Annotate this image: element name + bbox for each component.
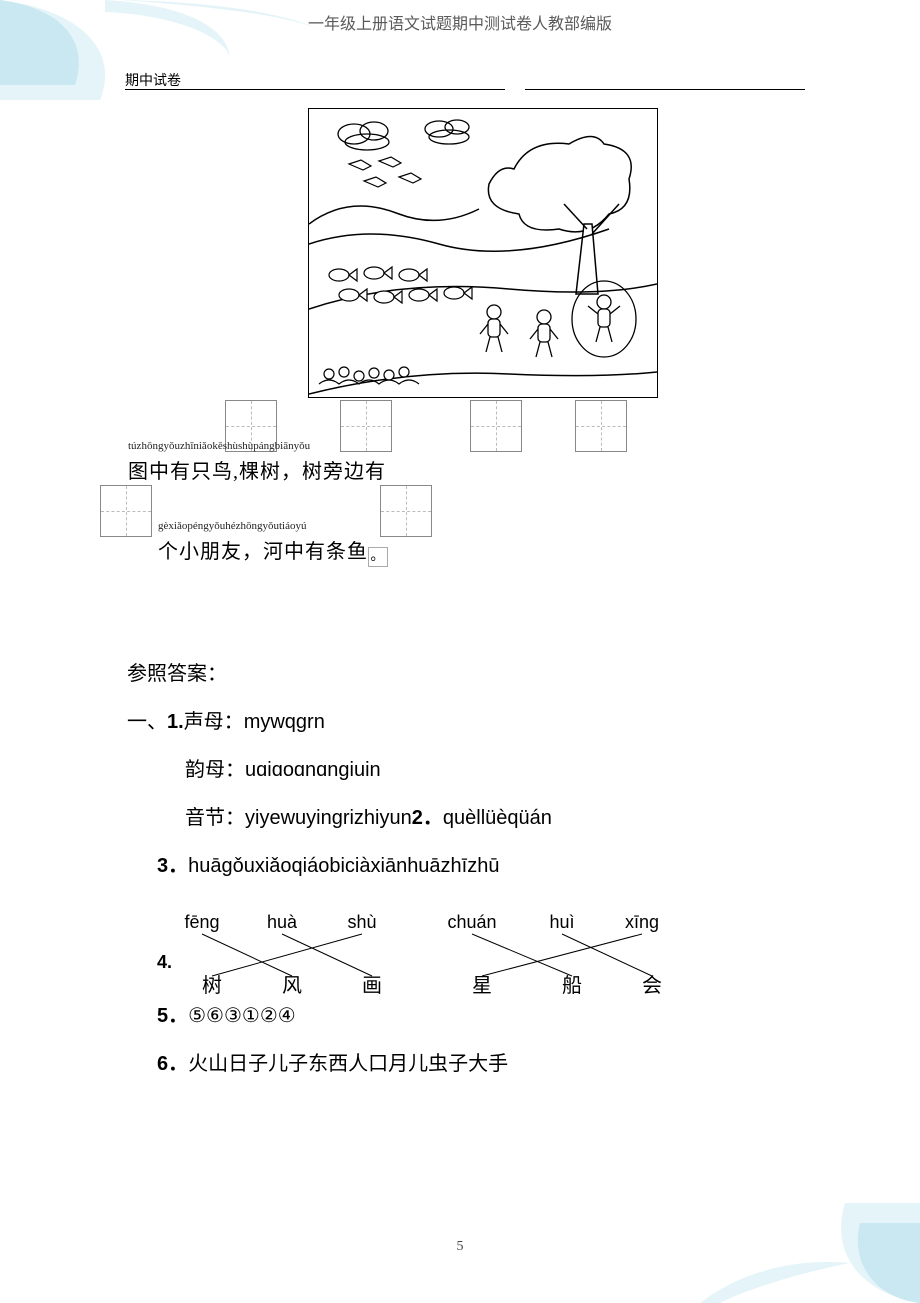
- q4-bottom-5: 会: [642, 974, 662, 997]
- header-underline: [125, 88, 805, 90]
- page-number: 5: [0, 1239, 920, 1255]
- q6-num: 6．: [157, 1053, 188, 1075]
- q5-val: ⑤⑥③①②④: [188, 1005, 296, 1027]
- q4-bottom-0: 树: [202, 974, 222, 997]
- answer-1-shengmu: 一、1.声母：mywqɡrn: [127, 712, 807, 732]
- tianzige-box: [100, 485, 152, 537]
- q1-1-label: 声母：: [184, 711, 244, 733]
- q1-1b-label: 韵母：: [185, 759, 245, 781]
- q4-top-2: shù: [347, 912, 376, 932]
- tianzige-box: [380, 485, 432, 537]
- answer-4-matching-diagram: fēng huà shù chuán huì xīng 树 风 画 星 船 会: [157, 910, 717, 1000]
- q6-val: 火山日子儿子东西人口月儿虫子大手: [188, 1053, 508, 1075]
- hanzi-line-1: 图中有只鸟,棵树，树旁边有: [128, 455, 386, 484]
- full-stop-box: 。: [368, 547, 388, 567]
- scene-illustration: [308, 108, 658, 398]
- q1-1c-label: 音节：: [185, 807, 245, 829]
- hanzi-line-2: 个小朋友，河中有条鱼。: [158, 535, 388, 567]
- q4-top-1: huà: [267, 912, 298, 932]
- q4-top-5: xīng: [625, 912, 659, 932]
- answer-6: 6．火山日子儿子东西人口月儿虫子大手: [157, 1054, 807, 1074]
- q4-top-0: fēng: [184, 912, 219, 932]
- document-title: 一年级上册语文试题期中测试卷人教部编版: [0, 10, 920, 34]
- q1-1-val: mywqɡrn: [244, 711, 325, 733]
- q2-val: quèllüèqüán: [443, 807, 552, 829]
- q4-bottom-2: 画: [362, 975, 382, 997]
- answer-3: 3．huāɡǒuxiǎoqiáobiciàxiānhuāzhīzhū: [157, 856, 807, 876]
- corner-decoration-bottom-right: [700, 1153, 920, 1303]
- pinyin-line-2: gèxiǎopéngyǒuhézhōngyǒutiáoyú: [158, 520, 306, 532]
- answer-1-yunmu: 韵母：uɑiɑoɑnɑnɡiuin: [185, 760, 807, 780]
- hanzi-text-2: 个小朋友，河中有条鱼: [158, 541, 368, 563]
- q1-label: 一、: [127, 711, 167, 733]
- tianzige-box: [575, 400, 627, 452]
- answer-5: 5．⑤⑥③①②④: [157, 1006, 807, 1026]
- q3-num: 3．: [157, 855, 188, 877]
- page: 一年级上册语文试题期中测试卷人教部编版 期中试卷: [0, 0, 920, 1303]
- q1-1c-val: yiyewuyinɡrizhiyun: [245, 807, 412, 829]
- q4-num: 4.: [157, 952, 172, 972]
- q3-val: huāɡǒuxiǎoqiáobiciàxiānhuāzhīzhū: [188, 855, 499, 877]
- header-underline-gap: [505, 85, 525, 91]
- answer-1-yinjie-and-2: 音节：yiyewuyinɡrizhiyun2．quèllüèqüán: [185, 808, 807, 828]
- tianzige-box: [340, 400, 392, 452]
- q4-top-3: chuán: [447, 912, 496, 932]
- q4-top-4: huì: [549, 912, 574, 932]
- q4-bottom-1: 风: [282, 975, 302, 997]
- pinyin-line-1: túzhōngyǒuzhīniǎokēshùshùpángbiānyǒu: [128, 440, 310, 452]
- q2-num: 2．: [412, 807, 443, 829]
- answers-section: 参照答案： 一、1.声母：mywqɡrn 韵母：uɑiɑoɑnɑnɡiuin 音…: [127, 664, 807, 1102]
- q1-1-num: 1.: [167, 711, 184, 733]
- q1-1b-val: uɑiɑoɑnɑnɡiuin: [245, 759, 381, 781]
- section-heading: 期中试卷: [125, 70, 181, 90]
- tianzige-box: [470, 400, 522, 452]
- q4-bottom-4: 船: [562, 974, 582, 997]
- q4-bottom-3: 星: [472, 975, 492, 997]
- q5-num: 5．: [157, 1005, 188, 1027]
- answers-heading: 参照答案：: [127, 664, 807, 684]
